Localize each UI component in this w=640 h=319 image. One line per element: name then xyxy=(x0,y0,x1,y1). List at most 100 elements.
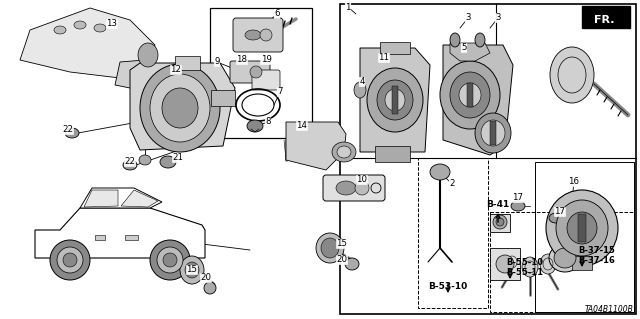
Text: 11: 11 xyxy=(378,54,390,63)
Ellipse shape xyxy=(546,190,618,266)
Ellipse shape xyxy=(450,72,490,118)
Text: 16: 16 xyxy=(568,177,579,187)
Ellipse shape xyxy=(247,120,263,132)
Ellipse shape xyxy=(204,282,216,294)
Text: 6: 6 xyxy=(275,10,280,19)
Text: 15: 15 xyxy=(337,240,348,249)
Bar xyxy=(490,121,496,145)
Polygon shape xyxy=(360,48,430,152)
Ellipse shape xyxy=(74,21,86,29)
Text: 17: 17 xyxy=(513,194,524,203)
Text: 21: 21 xyxy=(173,153,184,162)
Ellipse shape xyxy=(63,253,77,267)
Text: 1: 1 xyxy=(345,3,351,11)
Bar xyxy=(175,56,200,70)
FancyBboxPatch shape xyxy=(582,6,630,28)
Ellipse shape xyxy=(430,164,450,180)
Ellipse shape xyxy=(554,248,576,268)
Polygon shape xyxy=(35,208,205,258)
Text: 19: 19 xyxy=(260,56,271,64)
Bar xyxy=(490,212,634,312)
Polygon shape xyxy=(121,190,158,207)
Ellipse shape xyxy=(440,61,500,129)
Polygon shape xyxy=(443,45,513,155)
FancyBboxPatch shape xyxy=(252,70,280,90)
Polygon shape xyxy=(115,60,155,90)
Ellipse shape xyxy=(139,155,151,165)
Ellipse shape xyxy=(556,200,608,256)
FancyBboxPatch shape xyxy=(230,61,270,83)
Ellipse shape xyxy=(57,247,83,273)
Bar xyxy=(95,235,105,240)
Ellipse shape xyxy=(65,128,79,138)
Ellipse shape xyxy=(160,156,176,168)
Text: 4: 4 xyxy=(359,78,365,86)
Ellipse shape xyxy=(157,247,183,273)
Ellipse shape xyxy=(549,244,581,272)
Ellipse shape xyxy=(332,142,356,162)
Ellipse shape xyxy=(459,83,481,107)
Text: 5: 5 xyxy=(461,43,467,53)
Text: 14: 14 xyxy=(296,122,307,130)
Ellipse shape xyxy=(163,253,177,267)
Bar xyxy=(210,8,312,138)
FancyBboxPatch shape xyxy=(323,175,385,201)
Text: B-55-10: B-55-10 xyxy=(506,258,543,267)
Text: 20: 20 xyxy=(200,273,211,283)
Bar xyxy=(535,162,634,312)
Polygon shape xyxy=(20,8,155,78)
Ellipse shape xyxy=(377,80,413,120)
Bar xyxy=(340,4,636,314)
Ellipse shape xyxy=(250,66,262,78)
Text: 9: 9 xyxy=(214,57,220,66)
Polygon shape xyxy=(286,122,346,170)
Ellipse shape xyxy=(337,146,351,158)
Ellipse shape xyxy=(150,240,190,280)
Ellipse shape xyxy=(522,257,538,277)
Bar xyxy=(375,146,410,162)
Ellipse shape xyxy=(475,33,485,47)
Ellipse shape xyxy=(54,26,66,34)
Ellipse shape xyxy=(336,181,356,195)
Ellipse shape xyxy=(162,88,198,128)
Ellipse shape xyxy=(549,213,563,223)
Ellipse shape xyxy=(511,201,525,211)
Text: 22: 22 xyxy=(63,125,74,135)
Ellipse shape xyxy=(493,215,507,229)
Ellipse shape xyxy=(94,24,106,32)
Ellipse shape xyxy=(367,68,423,132)
Ellipse shape xyxy=(260,29,272,41)
Text: 18: 18 xyxy=(237,56,248,64)
Text: 7: 7 xyxy=(277,87,283,97)
Text: 13: 13 xyxy=(106,19,118,28)
Text: 22: 22 xyxy=(125,158,136,167)
Text: 2: 2 xyxy=(449,180,455,189)
Ellipse shape xyxy=(550,47,594,103)
Text: 10: 10 xyxy=(356,175,367,184)
Bar xyxy=(380,42,410,54)
Ellipse shape xyxy=(138,43,158,67)
Ellipse shape xyxy=(385,89,405,111)
Text: 20: 20 xyxy=(337,256,348,264)
Text: TA04B1100B: TA04B1100B xyxy=(585,305,634,314)
Ellipse shape xyxy=(150,74,210,142)
Ellipse shape xyxy=(185,262,199,278)
Text: 12: 12 xyxy=(170,65,182,75)
Ellipse shape xyxy=(321,238,339,258)
Polygon shape xyxy=(130,63,235,150)
Ellipse shape xyxy=(140,64,220,152)
Ellipse shape xyxy=(496,218,504,226)
Text: 3: 3 xyxy=(495,13,500,23)
Ellipse shape xyxy=(540,254,556,274)
Bar xyxy=(211,90,235,106)
Bar xyxy=(392,86,398,114)
Ellipse shape xyxy=(123,160,137,170)
Polygon shape xyxy=(84,190,118,207)
Ellipse shape xyxy=(316,233,344,263)
Bar xyxy=(490,214,510,232)
Bar xyxy=(467,83,473,107)
Bar xyxy=(125,235,138,240)
Text: 17: 17 xyxy=(554,207,566,217)
Text: B-55-11: B-55-11 xyxy=(506,268,543,277)
Text: 15: 15 xyxy=(186,265,198,275)
